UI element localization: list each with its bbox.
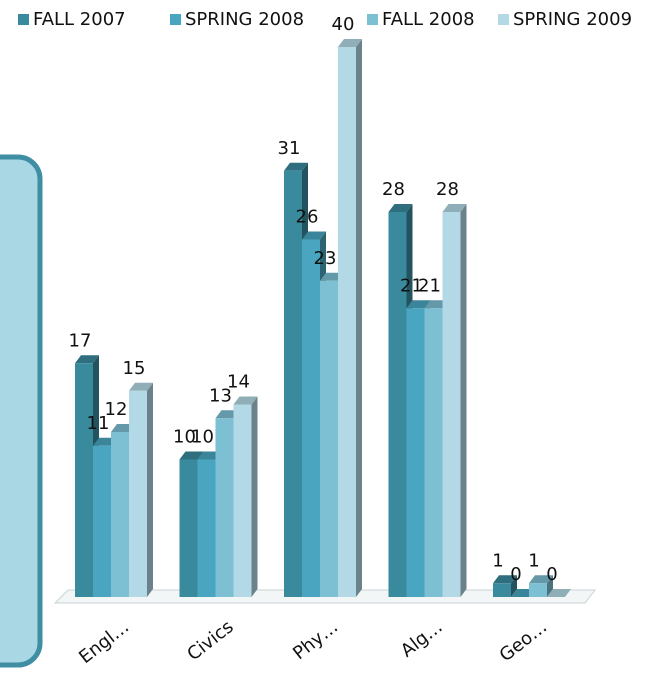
data-label: 1 (528, 550, 539, 571)
bar (493, 583, 511, 597)
data-label: 0 (510, 564, 521, 585)
legend-label: FALL 2008 (382, 9, 475, 30)
bar (215, 418, 234, 597)
bar (442, 212, 461, 597)
legend-label: SPRING 2009 (513, 9, 632, 30)
bar (320, 280, 338, 597)
legend-swatch (367, 14, 378, 25)
data-label: 26 (296, 207, 319, 228)
data-label: 28 (436, 179, 459, 200)
bar (93, 445, 111, 597)
legend-label: SPRING 2008 (185, 9, 304, 30)
data-label: 31 (278, 138, 301, 159)
bar-side (460, 204, 467, 597)
bar-top (338, 39, 362, 47)
legend-label: FALL 2007 (33, 9, 126, 30)
data-label: 15 (123, 358, 146, 379)
bar-top (302, 231, 326, 240)
bar-top (179, 451, 204, 460)
data-label: 1 (492, 550, 503, 571)
bar-top (233, 396, 258, 405)
data-label: 21 (400, 275, 423, 296)
bar (406, 308, 425, 597)
bar (302, 239, 320, 597)
bar-top (75, 355, 99, 364)
side-panel (0, 154, 43, 668)
data-label: 17 (69, 330, 92, 351)
data-label: 12 (105, 399, 128, 420)
bar-side (147, 382, 153, 597)
bar (129, 390, 147, 597)
data-label: 23 (314, 248, 337, 269)
bar-side (251, 396, 258, 597)
bar-top (406, 300, 431, 309)
bar-top (442, 204, 467, 212)
x-tick-label: Alg… (397, 616, 447, 661)
bar-side (356, 39, 362, 597)
x-tick-label: Phy… (289, 616, 342, 664)
bar (424, 308, 443, 597)
bar-top (129, 382, 153, 391)
bar-top (388, 204, 413, 212)
x-tick-label: Engl… (75, 616, 133, 668)
bar-top (547, 589, 571, 597)
bar (197, 459, 216, 597)
data-label: 28 (382, 179, 405, 200)
bar (529, 583, 547, 597)
data-label: 21 (418, 275, 441, 296)
legend-swatch (18, 14, 29, 25)
data-label: 10 (191, 427, 214, 448)
data-label: 11 (87, 413, 110, 434)
bar-top (284, 162, 308, 171)
bar-side (547, 575, 553, 597)
data-label: 40 (332, 14, 355, 35)
data-label: 0 (546, 564, 557, 585)
bar (111, 432, 129, 597)
bar-side (511, 575, 517, 597)
bar (338, 47, 356, 597)
bar (75, 363, 93, 597)
data-label: 14 (227, 372, 250, 393)
legend-swatch (170, 14, 181, 25)
bar-top (529, 575, 553, 584)
legend-swatch (498, 14, 509, 25)
bar (388, 212, 407, 597)
bar (179, 459, 198, 597)
x-tick-label: Civics (183, 616, 237, 665)
data-label: 10 (173, 427, 196, 448)
bar (284, 170, 302, 597)
data-label: 13 (209, 385, 232, 406)
bar (233, 404, 252, 597)
bar-top (493, 575, 517, 584)
x-tick-label: Geo… (496, 616, 552, 666)
